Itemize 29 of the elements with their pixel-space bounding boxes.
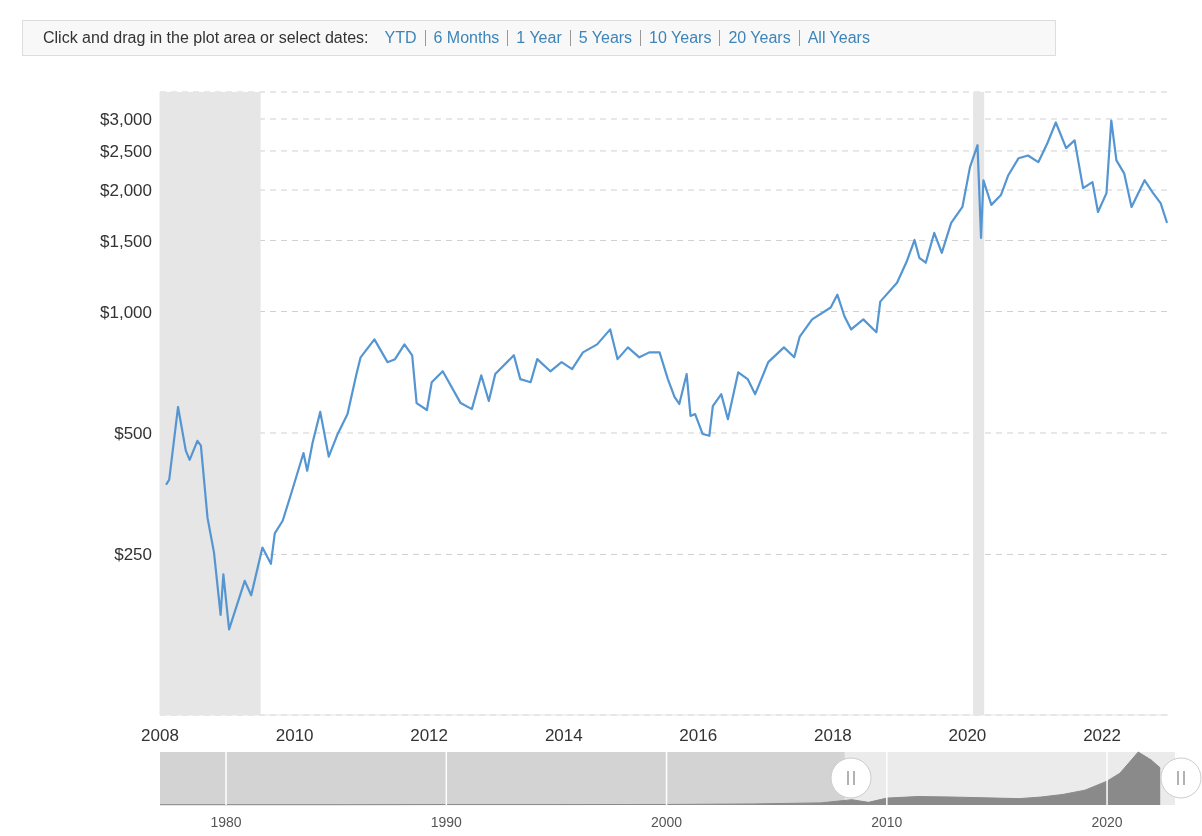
y-tick-label: $1,500 bbox=[100, 231, 152, 251]
text: 20 Years bbox=[719, 29, 799, 46]
x-tick-label: 2022 bbox=[1083, 726, 1121, 746]
y-tick-label: $1,000 bbox=[100, 302, 152, 322]
x-tick-label: 2014 bbox=[544, 726, 583, 746]
x-tick-label: 1980 bbox=[210, 814, 242, 830]
x-tick-label: 2020 bbox=[1091, 814, 1123, 830]
line-series bbox=[164, 119, 1168, 631]
text: 1 Year bbox=[507, 29, 570, 46]
text: All Years bbox=[798, 29, 878, 46]
x-tick-label: 2018 bbox=[814, 726, 852, 746]
y-tick-label: $500 bbox=[114, 424, 152, 444]
y-tick-label: $250 bbox=[114, 545, 152, 565]
text: 10 Years bbox=[640, 29, 720, 46]
y-tick-label: $2,500 bbox=[100, 141, 152, 161]
x-tick-label: 2016 bbox=[679, 726, 718, 746]
text: Click and drag in the plot area or select dates: bbox=[43, 29, 370, 46]
x-tick-label: 2020 bbox=[948, 726, 987, 746]
x-tick-label: 2010 bbox=[275, 726, 314, 746]
text: YTD bbox=[383, 29, 418, 46]
text: 5 Years bbox=[569, 29, 641, 46]
x-tick-label: 2010 bbox=[871, 814, 903, 830]
x-tick-label: 2000 bbox=[650, 814, 683, 830]
y-tick-label: $2,000 bbox=[100, 181, 152, 201]
text: 6 Months bbox=[424, 29, 508, 46]
x-tick-label: 1990 bbox=[430, 814, 463, 830]
y-tick-label: $3,000 bbox=[100, 110, 152, 130]
x-tick-label: 2012 bbox=[410, 726, 449, 746]
x-tick-label: 2008 bbox=[141, 726, 179, 746]
